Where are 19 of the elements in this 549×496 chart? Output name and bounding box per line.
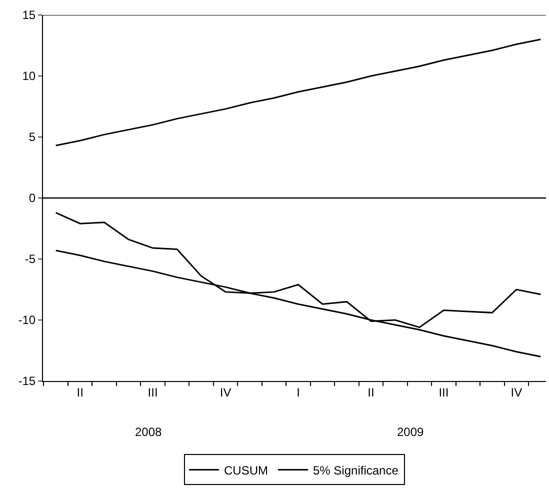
- x-tick-label: II: [76, 385, 84, 400]
- y-tick-label: 15: [22, 8, 36, 22]
- y-tick-label: 10: [22, 69, 36, 84]
- legend-label: CUSUM: [224, 463, 268, 478]
- x-tick-label: IV: [510, 385, 522, 400]
- x-tick-label: III: [438, 385, 449, 400]
- y-tick-label: 5: [28, 130, 36, 144]
- text: 2009: [397, 425, 424, 439]
- x-tick-label: I: [296, 385, 300, 400]
- y-tick-label: -5: [24, 252, 36, 266]
- y-tick-label: -10: [18, 313, 36, 328]
- x-tick-label: IV: [220, 385, 232, 400]
- text: 2008: [135, 425, 162, 439]
- x-tick-label: II: [368, 385, 374, 400]
- y-tick-label: -15: [18, 374, 36, 388]
- legend-label: 5% Significance: [313, 463, 399, 478]
- y-tick-label: 0: [28, 191, 36, 206]
- line-series: [55, 38, 542, 146]
- x-tick-label: III: [148, 385, 158, 400]
